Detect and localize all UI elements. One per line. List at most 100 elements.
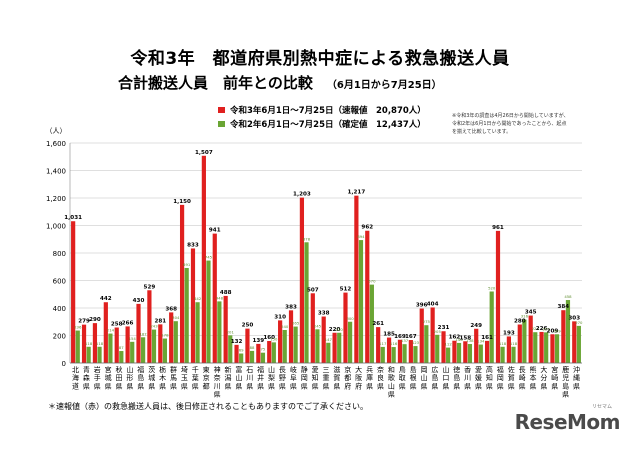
x-tick-label: 馬 <box>170 374 177 382</box>
bar-current <box>441 331 446 363</box>
x-tick-label: 崎 <box>519 373 526 382</box>
resemom-logo: ReseMom <box>514 410 621 434</box>
bar-previous <box>554 334 560 363</box>
x-tick-label: 県 <box>116 382 123 390</box>
data-label-current: 345 <box>525 310 537 316</box>
bar-previous <box>86 346 91 363</box>
bar-current <box>114 327 119 363</box>
x-tick-label: 梨 <box>268 373 275 382</box>
x-tick-label: 千 <box>192 365 199 374</box>
bar-previous <box>184 267 189 363</box>
x-tick-label: 県 <box>399 382 406 390</box>
bar-current <box>92 323 98 363</box>
x-tick-label: 愛 <box>312 365 319 374</box>
x-tick-label: 海 <box>72 373 79 382</box>
x-tick-label: 県 <box>410 382 417 390</box>
data-label-previous: 265 <box>292 321 300 326</box>
data-label-previous: 87 <box>119 345 124 350</box>
bar-previous <box>271 342 276 363</box>
data-label-previous: 448 <box>216 295 224 300</box>
bar-current <box>223 295 228 363</box>
bar-previous <box>413 346 418 363</box>
x-tick-label: 縄 <box>573 373 580 382</box>
data-label-current: 139 <box>252 338 264 344</box>
data-label-previous: 220 <box>336 327 344 332</box>
x-tick-label: 城 <box>105 374 112 382</box>
data-label-previous: 134 <box>477 339 485 344</box>
x-tick-label: 山 <box>442 365 449 374</box>
x-tick-label: 岐 <box>290 365 297 374</box>
data-label-current: 962 <box>361 225 373 231</box>
x-tick-label: 都 <box>203 382 210 390</box>
bar-current <box>485 340 490 363</box>
data-label-previous: 275 <box>423 319 431 324</box>
data-label-previous: 240 <box>281 324 289 329</box>
data-label-previous: 118 <box>85 341 93 346</box>
data-label-current: 279 <box>78 319 90 325</box>
x-tick-label: 県 <box>464 382 471 390</box>
x-tick-label: 崎 <box>551 373 558 382</box>
data-label-previous: 243 <box>150 324 158 329</box>
bar-current <box>386 337 392 363</box>
bar-current <box>212 233 217 363</box>
x-tick-label: 森 <box>83 373 90 382</box>
legend-swatch <box>218 121 225 127</box>
x-tick-label: 田 <box>116 374 123 382</box>
bar-previous <box>304 242 309 363</box>
bar-current <box>539 331 544 363</box>
bar-previous <box>380 346 385 363</box>
data-label-previous: 201 <box>227 329 235 334</box>
data-label-previous: 112 <box>445 342 453 347</box>
x-tick-label: 根 <box>410 373 417 382</box>
x-tick-label: 福 <box>497 365 504 374</box>
subtitle-text: 合計搬送人員 前年との比較 <box>118 74 313 92</box>
x-tick-label: 歌 <box>388 373 395 382</box>
x-tick-label: 三 <box>323 366 330 374</box>
bar-current <box>267 341 272 363</box>
data-label-current: 261 <box>372 321 384 327</box>
x-tick-label: 県 <box>192 382 199 390</box>
x-tick-label: 県 <box>519 382 526 390</box>
data-label-previous: 118 <box>499 341 507 346</box>
data-label-current: 231 <box>438 325 450 331</box>
x-tick-label: 県 <box>453 382 460 390</box>
bar-current <box>463 341 468 363</box>
bar-current <box>125 326 130 363</box>
x-tick-label: 長 <box>279 366 286 374</box>
data-label-previous: 270 <box>575 320 583 325</box>
bar-previous <box>173 321 178 363</box>
x-tick-label: 県 <box>442 382 449 390</box>
data-label-previous: 117 <box>379 341 387 346</box>
x-tick-label: 知 <box>486 373 493 382</box>
bar-current <box>321 316 326 363</box>
data-label-previous: 116 <box>390 341 398 346</box>
bar-current <box>365 230 370 363</box>
x-tick-label: 島 <box>453 373 460 382</box>
data-label-current: 404 <box>427 301 439 307</box>
bar-previous <box>467 344 473 363</box>
bar-previous <box>119 351 124 363</box>
x-tick-label: 福 <box>257 365 264 374</box>
legend-label: 令和2年6月1日～7月25日（確定値 12,437人） <box>229 119 426 130</box>
data-label-previous: 691 <box>183 262 191 267</box>
bar-previous <box>315 329 320 363</box>
legend-swatch <box>218 107 225 113</box>
data-label-previous: 187 <box>139 331 147 336</box>
data-label-current: 193 <box>503 330 515 336</box>
data-label-previous: 316 <box>521 314 529 319</box>
x-tick-label: 北 <box>72 366 79 374</box>
data-label-previous: 520 <box>488 286 496 291</box>
bar-current <box>147 290 152 363</box>
x-tick-label: 岡 <box>497 374 504 382</box>
x-tick-label: 宮 <box>551 365 558 374</box>
x-tick-label: 県 <box>246 382 253 390</box>
x-tick-label: 県 <box>170 382 177 390</box>
bar-current <box>550 334 555 363</box>
x-tick-label: 野 <box>279 374 286 382</box>
x-tick-label: 県 <box>333 382 340 390</box>
data-label-previous: 88 <box>250 345 255 350</box>
period-text: （6月1日から7月25日） <box>326 80 442 91</box>
data-label-current: 507 <box>307 287 319 293</box>
x-tick-label: 長 <box>519 366 526 374</box>
